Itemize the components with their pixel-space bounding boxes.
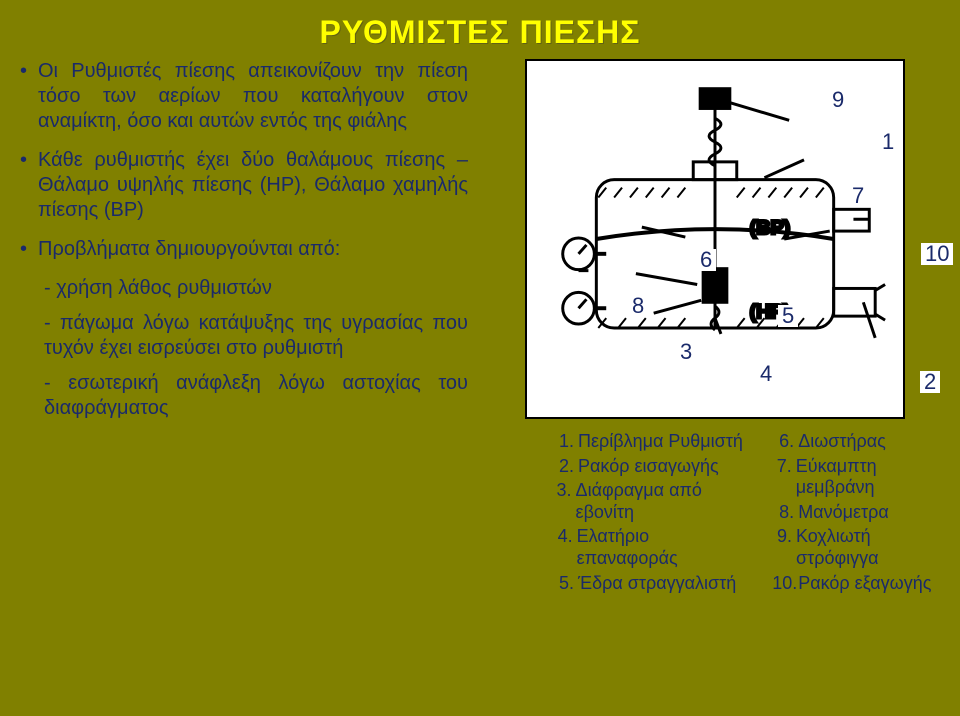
legend-text: Ρακόρ εισαγωγής bbox=[578, 456, 719, 478]
page-title: ΡΥΘΜΙΣΤΕΣ ΠΙΕΣΗΣ bbox=[0, 0, 960, 59]
legend: 1.Περίβλημα Ρυθμιστή 2.Ρακόρ εισαγωγής 3… bbox=[488, 431, 942, 594]
legend-text: Ελατήριο επαναφοράς bbox=[577, 526, 745, 569]
legend-text: Διάφραγμα από εβονίτη bbox=[576, 480, 745, 523]
right-column: (BP) (HP) bbox=[478, 59, 942, 704]
legend-num: 8. bbox=[772, 502, 798, 524]
legend-text: Περίβλημα Ρυθμιστή bbox=[578, 431, 743, 453]
legend-text: Έδρα στραγγαλιστή bbox=[578, 573, 736, 595]
legend-num: 9. bbox=[772, 526, 796, 569]
legend-row: 6.Διωστήρας bbox=[772, 431, 942, 453]
legend-row: 1.Περίβλημα Ρυθμιστή bbox=[552, 431, 744, 453]
callout-8: 8 bbox=[628, 295, 648, 317]
subbullet-2: - πάγωμα λόγω κατάψυξης της υγρασίας που… bbox=[44, 311, 468, 361]
callout-6: 6 bbox=[696, 249, 716, 271]
legend-text: Μανόμετρα bbox=[798, 502, 889, 524]
legend-text: Διωστήρας bbox=[798, 431, 886, 453]
callout-4: 4 bbox=[756, 363, 776, 385]
callout-2: 2 bbox=[920, 371, 940, 393]
legend-num: 1. bbox=[552, 431, 578, 453]
legend-text: Κοχλιωτή στρόφιγγα bbox=[796, 526, 942, 569]
legend-row: 9.Κοχλιωτή στρόφιγγα bbox=[772, 526, 942, 569]
body: Οι Ρυθμιστές πίεσης απεικονίζουν την πίε… bbox=[0, 59, 960, 716]
regulator-diagram: (BP) (HP) bbox=[525, 59, 905, 419]
legend-row: 10.Ρακόρ εξαγωγής bbox=[772, 573, 942, 595]
slide: ΡΥΘΜΙΣΤΕΣ ΠΙΕΣΗΣ Οι Ρυθμιστές πίεσης απε… bbox=[0, 0, 960, 716]
legend-num: 2. bbox=[552, 456, 578, 478]
legend-num: 7. bbox=[772, 456, 796, 499]
callout-1: 1 bbox=[878, 131, 898, 153]
bullet-2: Κάθε ρυθμιστής έχει δύο θαλάμους πίεσης … bbox=[38, 148, 468, 223]
callout-5: 5 bbox=[778, 305, 798, 327]
callout-10: 10 bbox=[921, 243, 953, 265]
legend-col-left: 1.Περίβλημα Ρυθμιστή 2.Ρακόρ εισαγωγής 3… bbox=[552, 431, 744, 594]
legend-row: 2.Ρακόρ εισαγωγής bbox=[552, 456, 744, 478]
svg-text:(BP): (BP) bbox=[750, 217, 791, 239]
legend-num: 10. bbox=[772, 573, 798, 595]
callout-7: 7 bbox=[848, 185, 868, 207]
legend-text: Εύκαμπτη μεμβράνη bbox=[796, 456, 942, 499]
legend-num: 5. bbox=[552, 573, 578, 595]
legend-row: 7.Εύκαμπτη μεμβράνη bbox=[772, 456, 942, 499]
left-column: Οι Ρυθμιστές πίεσης απεικονίζουν την πίε… bbox=[38, 59, 478, 704]
legend-num: 4. bbox=[552, 526, 577, 569]
callout-3: 3 bbox=[676, 341, 696, 363]
legend-row: 4.Ελατήριο επαναφοράς bbox=[552, 526, 744, 569]
subbullet-3: - εσωτερική ανάφλεξη λόγω αστοχίας του δ… bbox=[44, 371, 468, 421]
bullet-1: Οι Ρυθμιστές πίεσης απεικονίζουν την πίε… bbox=[38, 59, 468, 134]
callout-9: 9 bbox=[828, 89, 848, 111]
legend-num: 3. bbox=[552, 480, 576, 523]
legend-col-right: 6.Διωστήρας 7.Εύκαμπτη μεμβράνη 8.Μανόμε… bbox=[772, 431, 942, 594]
legend-num: 6. bbox=[772, 431, 798, 453]
legend-row: 5.Έδρα στραγγαλιστή bbox=[552, 573, 744, 595]
legend-row: 3.Διάφραγμα από εβονίτη bbox=[552, 480, 744, 523]
legend-row: 8.Μανόμετρα bbox=[772, 502, 942, 524]
bullet-3: Προβλήματα δημιουργούνται από: bbox=[38, 237, 468, 262]
subbullet-1: - χρήση λάθος ρυθμιστών bbox=[44, 276, 468, 301]
legend-text: Ρακόρ εξαγωγής bbox=[798, 573, 931, 595]
